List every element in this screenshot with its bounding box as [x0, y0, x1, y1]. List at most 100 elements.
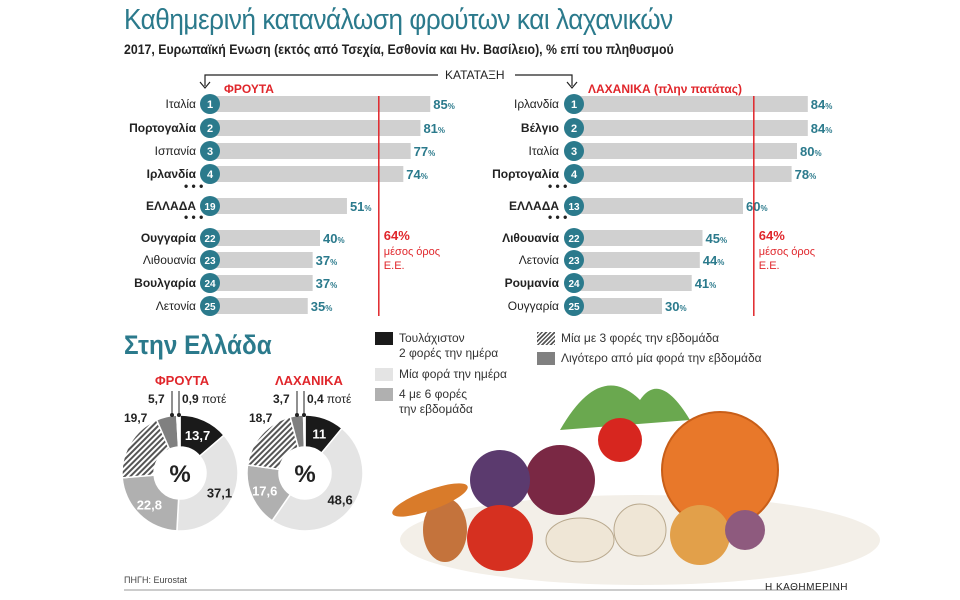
slice-label: 22,8	[137, 498, 162, 513]
veg-bar-row: Ουγγαρία 25 30%	[508, 296, 687, 316]
rank-number: 1	[571, 99, 577, 111]
greece-section-title: Στην Ελλάδα	[124, 330, 272, 360]
chart-subtitle: 2017, Ευρωπαϊκή Ενωση (εκτός από Τσεχία,…	[124, 41, 674, 57]
bar	[574, 143, 797, 159]
veg-donut: 11 48,6 17,6% 18,73,7 0,4 ποτέ	[246, 391, 364, 532]
country-label: Λιθουανία	[502, 231, 560, 245]
legend-item-less_weekly: Λιγότερο από μία φορά την εβδομάδα	[537, 351, 762, 366]
legend-label: Τουλάχιστον 2 φορές την ημέρα	[399, 331, 499, 360]
rank-badge	[564, 141, 584, 161]
bar	[574, 96, 808, 112]
country-label: Ουγγαρία	[141, 231, 197, 245]
value-label: 30%	[665, 299, 687, 314]
legend-label: Λιγότερο από μία φορά την εβδομάδα	[561, 351, 762, 365]
rank-number: 2	[207, 123, 213, 135]
rank-badge	[564, 94, 584, 114]
legend-item-one_three_week: Μία με 3 φορές την εβδομάδα	[537, 331, 719, 346]
rank-badge	[200, 94, 220, 114]
donut-slice-never	[302, 414, 306, 448]
fruit-bar-row: Λιθουανία 23 37%	[143, 250, 337, 270]
ellipsis-dots: • • •	[548, 210, 567, 224]
vegetables-photo	[392, 385, 880, 585]
slice-label: 37,1	[207, 485, 232, 500]
ranking-arrows	[199, 74, 578, 89]
rank-number: 22	[568, 234, 580, 245]
bar	[574, 298, 662, 314]
value-label: 60%	[746, 199, 768, 214]
bar	[574, 230, 703, 246]
rank-badge	[564, 296, 584, 316]
fruit-bar-row: ΕΛΛΑΔΑ 19 51%	[146, 196, 372, 216]
value-label: 37%	[316, 276, 338, 291]
slice-label-never: 0,9 ποτέ	[182, 392, 227, 406]
rank-badge	[200, 118, 220, 138]
bar	[574, 198, 743, 214]
rank-number: 2	[571, 123, 577, 135]
slice-label: 13,7	[185, 428, 210, 443]
country-label: Ρουμανία	[505, 276, 560, 290]
rank-badge	[200, 228, 220, 248]
legend-label: 4 με 6 φορές την εβδομάδα	[399, 387, 473, 416]
legend-label: Μία φορά την ημέρα	[399, 367, 507, 381]
legend-label: Μία με 3 φορές την εβδομάδα	[561, 331, 720, 345]
rank-number: 13	[568, 202, 580, 213]
legend-item-four_six_week: 4 με 6 φορές την εβδομάδα	[375, 387, 473, 417]
legend-item-twice_daily: Τουλάχιστον 2 φορές την ημέρα	[375, 331, 498, 361]
bar	[210, 166, 404, 182]
rank-number: 24	[204, 279, 216, 290]
veg-bar-row: Λιθουανία 22 45%	[502, 228, 727, 248]
veg-bar-title: ΛΑΧΑΝΙΚΑ (πλην πατάτας)	[588, 82, 743, 96]
rank-number: 25	[204, 302, 216, 313]
country-label: Λετονία	[156, 299, 196, 313]
bar	[210, 230, 320, 246]
donut-center-label: %	[294, 461, 315, 488]
rank-badge	[200, 296, 220, 316]
fruit-bar-row: Ισπανία 3 77%	[155, 141, 436, 161]
value-label: 77%	[414, 144, 436, 159]
bar	[574, 275, 692, 291]
country-label: Πορτογαλία	[129, 121, 196, 135]
eu-average-label: Ε.Ε.	[759, 260, 780, 272]
bar	[210, 198, 347, 214]
rank-badge	[564, 250, 584, 270]
value-label: 84%	[811, 121, 833, 136]
country-label: Λιθουανία	[143, 253, 196, 267]
leader-dot	[177, 413, 181, 417]
rank-badge	[564, 196, 584, 216]
rank-number: 4	[571, 169, 578, 181]
bar	[210, 120, 421, 136]
rank-number: 4	[207, 169, 214, 181]
slice-label: 18,7	[249, 411, 273, 425]
rank-number: 23	[204, 256, 216, 267]
country-label: Ισπανία	[155, 144, 196, 158]
ellipsis-dots: • • •	[184, 179, 203, 193]
slice-label: 48,6	[327, 493, 352, 508]
country-label: Ουγγαρία	[508, 299, 559, 313]
rank-number: 24	[568, 279, 580, 290]
veg-bar-row: Βέλγιο 2 84%	[521, 118, 832, 138]
donut-slice-once_daily	[271, 427, 364, 532]
bar	[210, 275, 313, 291]
eu-average-label: μέσος όρος	[759, 246, 815, 258]
rank-number: 25	[568, 302, 580, 313]
eu-average-label: Ε.Ε.	[384, 260, 405, 272]
veg-bar-row: Ρουμανία 24 41%	[505, 273, 717, 293]
country-label: ΕΛΛΑΔΑ	[509, 199, 559, 213]
rank-badge	[200, 273, 220, 293]
value-label: 84%	[811, 97, 833, 112]
bar	[574, 166, 792, 182]
ranking-label: ΚΑΤΑΤΑΞΗ	[445, 68, 505, 82]
value-label: 41%	[695, 276, 717, 291]
country-label: Ιταλία	[166, 97, 197, 111]
rank-number: 22	[204, 234, 216, 245]
country-label: Λετονία	[519, 253, 559, 267]
bar	[574, 252, 700, 268]
value-label: 85%	[433, 97, 455, 112]
veg-bar-row: Πορτογαλία 4 78%	[492, 164, 816, 184]
value-label: 81%	[423, 121, 445, 136]
slice-label: 19,7	[124, 411, 148, 425]
donut-center-label: %	[169, 461, 190, 488]
ellipsis-dots: • • •	[548, 179, 567, 193]
rank-number: 23	[568, 256, 580, 267]
slice-label: 17,6	[252, 484, 277, 499]
